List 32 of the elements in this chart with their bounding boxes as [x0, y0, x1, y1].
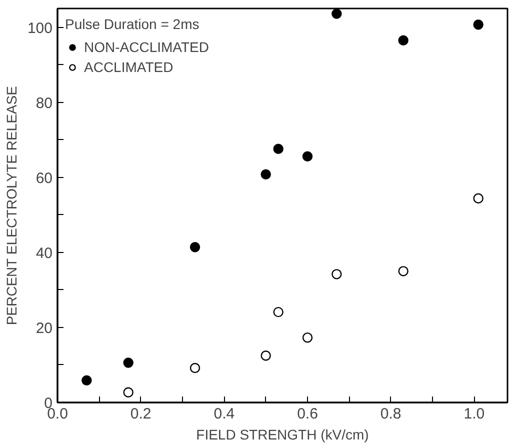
point: [302, 151, 313, 162]
x-tick-label: 0.2: [130, 406, 152, 422]
point: [190, 362, 200, 374]
legend-title: Pulse Duration = 2ms: [65, 16, 200, 32]
legend-label: NON-ACCLIMATED: [84, 39, 209, 55]
x-tick-label: 0.8: [380, 406, 402, 422]
y-tick-label: 40: [36, 244, 53, 262]
point: [398, 35, 408, 46]
legend-label: ACCLIMATED: [84, 59, 174, 75]
point: [273, 144, 284, 154]
y-tick-label: 100: [27, 20, 53, 37]
y-tick-label: 20: [36, 320, 53, 337]
x-axis-title: FIELD STRENGTH (kV/cm): [196, 426, 369, 442]
point: [123, 387, 134, 398]
y-tick-label: 60: [36, 170, 53, 187]
point: [82, 375, 92, 386]
x-tick-label: 1.0: [464, 406, 485, 422]
x-tick-label: 0.6: [297, 406, 318, 422]
y-axis-title: PERCENT ELECTROLYTE RELEASE: [3, 86, 20, 326]
point: [398, 266, 408, 276]
point: [260, 350, 271, 361]
point: [273, 306, 284, 318]
point: [260, 169, 271, 180]
point: [332, 8, 342, 19]
point: [302, 332, 313, 343]
y-tick-label: 80: [36, 94, 53, 112]
point: [473, 193, 484, 204]
point: [332, 269, 342, 280]
x-tick-label: 0.4: [214, 406, 235, 422]
point: [473, 20, 484, 30]
point: [190, 242, 200, 252]
point: [123, 358, 134, 368]
